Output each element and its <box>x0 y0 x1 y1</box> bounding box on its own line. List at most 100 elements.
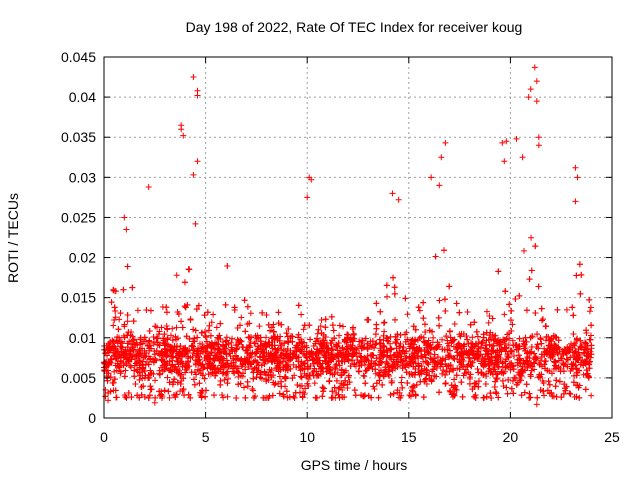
data-point <box>508 317 515 324</box>
data-point <box>220 394 227 401</box>
data-point <box>552 342 559 349</box>
data-point <box>511 374 518 381</box>
data-point <box>132 380 139 387</box>
data-point <box>167 332 174 339</box>
data-point <box>361 344 368 351</box>
data-point <box>217 320 224 327</box>
data-point <box>194 92 201 99</box>
data-point <box>121 373 128 380</box>
data-point <box>151 339 158 346</box>
data-point <box>341 382 348 389</box>
data-point <box>486 356 493 363</box>
data-point <box>490 337 497 344</box>
data-point <box>397 331 404 338</box>
data-point <box>450 354 457 361</box>
data-point <box>486 312 493 319</box>
data-point <box>127 362 134 369</box>
data-point <box>475 383 482 390</box>
data-point <box>275 309 282 316</box>
data-point <box>498 369 505 376</box>
data-point <box>415 304 422 311</box>
data-point <box>557 355 564 362</box>
data-point <box>179 324 186 331</box>
data-point <box>253 374 260 381</box>
data-point <box>465 340 472 347</box>
data-point <box>315 326 322 333</box>
data-point <box>583 327 590 334</box>
data-point <box>444 352 451 359</box>
data-point <box>502 344 509 351</box>
data-point <box>274 358 281 365</box>
data-point <box>269 357 276 364</box>
data-point <box>148 345 155 352</box>
data-point <box>566 390 573 397</box>
data-point <box>158 391 165 398</box>
data-point <box>412 337 419 344</box>
data-point <box>588 342 595 349</box>
data-point <box>349 357 356 364</box>
data-point <box>361 354 368 361</box>
data-point <box>156 388 163 395</box>
data-point <box>494 370 501 377</box>
data-point <box>124 318 131 325</box>
data-point <box>400 344 407 351</box>
y-tick-label: 0.01 <box>69 330 96 346</box>
data-point <box>478 358 485 365</box>
data-point <box>573 372 580 379</box>
data-point <box>150 334 157 341</box>
data-point <box>329 337 336 344</box>
data-point <box>532 309 539 316</box>
data-point <box>117 368 124 375</box>
data-point <box>195 353 202 360</box>
data-point <box>256 323 263 330</box>
data-point <box>503 384 510 391</box>
data-point <box>410 344 417 351</box>
data-point <box>245 358 252 365</box>
data-point <box>133 359 140 366</box>
data-point <box>217 381 224 388</box>
data-point <box>230 355 237 362</box>
data-point <box>110 379 117 386</box>
data-point <box>410 338 417 345</box>
data-point <box>224 380 231 387</box>
data-point <box>440 367 447 374</box>
data-point <box>289 351 296 358</box>
data-point <box>210 311 217 318</box>
y-tick-label: 0.015 <box>61 290 96 306</box>
data-point <box>331 384 338 391</box>
data-point <box>134 392 141 399</box>
data-point <box>247 310 254 317</box>
data-point <box>281 374 288 381</box>
y-tick-label: 0.035 <box>61 129 96 145</box>
data-point <box>382 366 389 373</box>
x-tick-label: 10 <box>299 429 315 445</box>
data-point <box>139 368 146 375</box>
data-point <box>195 366 202 373</box>
data-point <box>406 371 413 378</box>
data-point <box>156 371 163 378</box>
data-point <box>313 358 320 365</box>
data-point <box>164 374 171 381</box>
data-point <box>492 378 499 385</box>
data-point <box>113 394 120 401</box>
data-point <box>111 316 118 323</box>
data-points <box>101 64 595 408</box>
data-point <box>535 345 542 352</box>
data-point <box>121 321 128 328</box>
data-point <box>365 357 372 364</box>
data-point <box>205 327 212 334</box>
data-point <box>436 182 443 189</box>
data-point <box>372 331 379 338</box>
data-point <box>139 362 146 369</box>
data-point <box>147 307 154 314</box>
data-point <box>537 336 544 343</box>
data-point <box>451 390 458 397</box>
data-point <box>563 306 570 313</box>
data-point <box>488 336 495 343</box>
data-point <box>291 394 298 401</box>
data-point <box>122 367 129 374</box>
data-point <box>213 324 220 331</box>
data-point <box>422 354 429 361</box>
data-point <box>220 360 227 367</box>
